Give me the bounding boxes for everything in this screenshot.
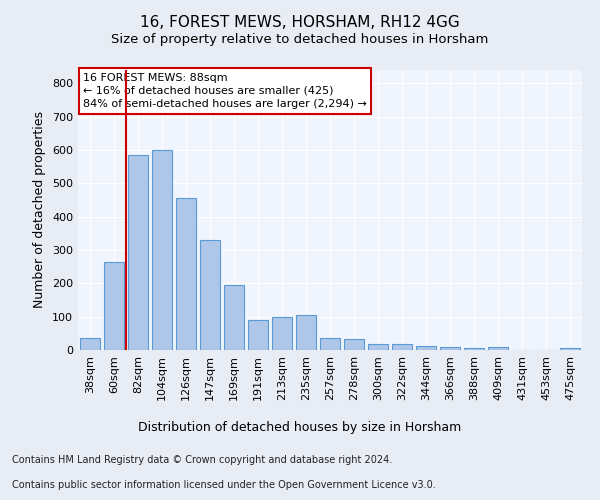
Bar	[200, 240, 220, 350]
Bar	[176, 198, 196, 350]
Bar	[416, 346, 436, 350]
Text: Size of property relative to detached houses in Horsham: Size of property relative to detached ho…	[112, 32, 488, 46]
Text: 16, FOREST MEWS, HORSHAM, RH12 4GG: 16, FOREST MEWS, HORSHAM, RH12 4GG	[140, 15, 460, 30]
Text: 16 FOREST MEWS: 88sqm
← 16% of detached houses are smaller (425)
84% of semi-det: 16 FOREST MEWS: 88sqm ← 16% of detached …	[83, 73, 367, 109]
Bar	[464, 348, 484, 350]
Bar	[344, 340, 364, 350]
Bar	[488, 348, 508, 350]
Bar	[560, 348, 580, 350]
Bar	[296, 315, 316, 350]
Bar	[272, 316, 292, 350]
Text: Contains HM Land Registry data © Crown copyright and database right 2024.: Contains HM Land Registry data © Crown c…	[12, 455, 392, 465]
Y-axis label: Number of detached properties: Number of detached properties	[34, 112, 46, 308]
Bar	[440, 346, 460, 350]
Bar	[248, 320, 268, 350]
Text: Contains public sector information licensed under the Open Government Licence v3: Contains public sector information licen…	[12, 480, 436, 490]
Bar	[128, 155, 148, 350]
Bar	[80, 338, 100, 350]
Bar	[224, 285, 244, 350]
Text: Distribution of detached houses by size in Horsham: Distribution of detached houses by size …	[139, 421, 461, 434]
Bar	[392, 344, 412, 350]
Bar	[320, 338, 340, 350]
Bar	[152, 150, 172, 350]
Bar	[104, 262, 124, 350]
Bar	[368, 344, 388, 350]
